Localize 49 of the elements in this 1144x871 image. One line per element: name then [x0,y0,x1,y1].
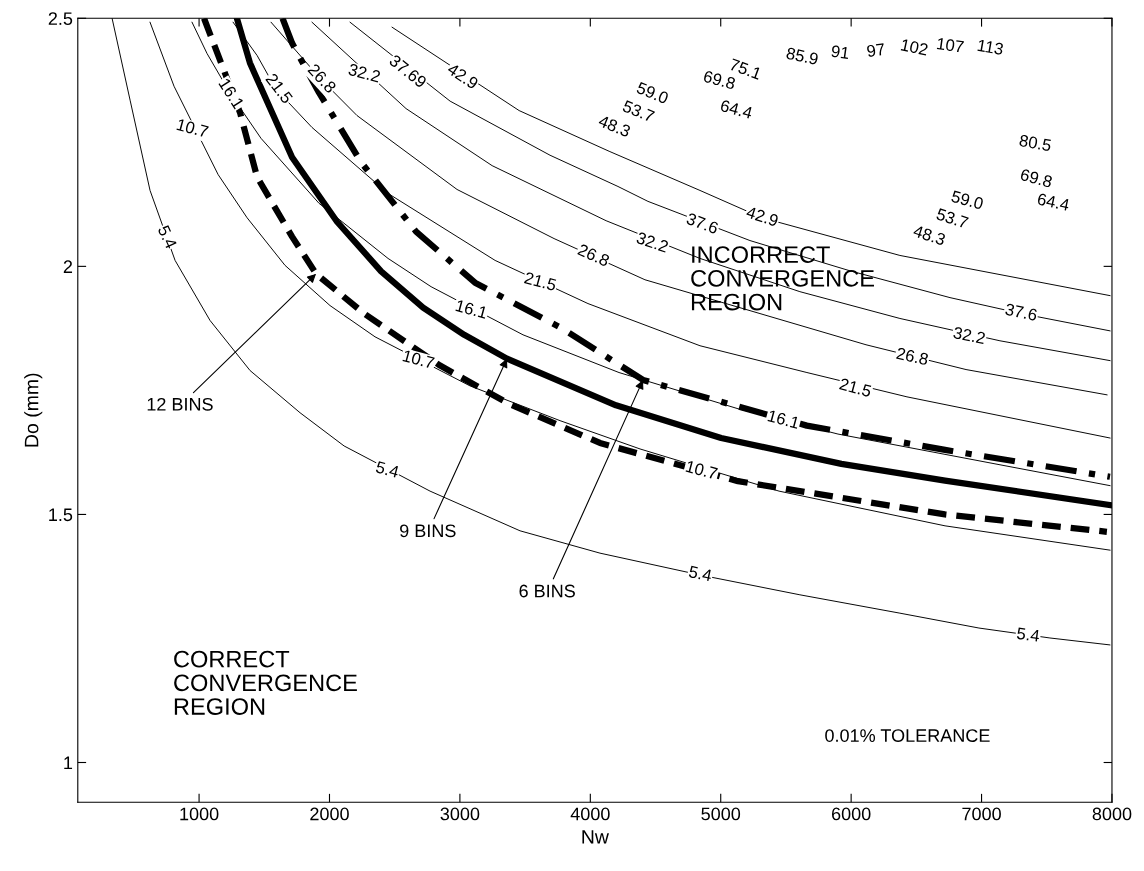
annotation: 26.8 [577,243,611,267]
y-tick-label: 2.5 [48,12,73,26]
annotation: 5.4 [157,224,178,250]
annotation: 32.2 [347,63,381,83]
x-tick-label: 7000 [962,807,1001,821]
text: 12 BINS [147,397,213,411]
annotation: 91 [831,45,850,60]
y-axis-title: Do (mm) [24,373,43,447]
annotation: 26.8 [896,347,929,366]
annotation: 42.9 [745,205,779,227]
x-tick-label: 5000 [701,807,741,821]
annotation: 21.5 [839,377,872,398]
annotation: CORRECT CONVERGENCE REGION [174,650,357,715]
x-tick-label: 4000 [570,807,610,821]
x-axis-title: Nw [582,830,609,844]
annotation: 5.4 [1016,627,1040,642]
annotation: 10.7 [685,460,718,480]
annotation: 10.7 [176,118,209,138]
x-tick-label: 8000 [1092,807,1132,821]
annotation: 42.9 [446,62,480,90]
y-tick-label: 2 [63,260,73,273]
annotation: 64.4 [1037,192,1070,211]
annotation: 32.2 [635,231,669,253]
annotation: 21.5 [523,271,557,292]
annotation: 80.5 [1018,134,1052,152]
annotation: 107 [936,37,964,53]
x-tick-label: 6000 [831,807,871,821]
x-tick-label: 1000 [180,807,219,821]
annotation: 113 [977,39,1004,56]
text: 6 BINS [519,584,575,598]
annotation: 102 [900,38,929,56]
annotation: 16.1 [455,299,488,319]
annotation: 37.6 [685,212,720,235]
annotation: 16.1 [767,409,800,429]
text: 9 BINS [400,524,456,538]
annotation: 97 [866,43,886,58]
annotation: 32.2 [952,326,986,345]
annotation: 85.9 [785,47,819,66]
x-tick-label: 2000 [310,807,349,821]
annotation: 0.01% TOLERANCE [825,729,990,742]
y-tick-label: 1.5 [49,508,73,522]
annotation: 59.0 [950,190,984,210]
annotation: 10.7 [402,349,435,369]
annotation: 69.8 [1019,168,1053,188]
annotation: 5.4 [688,565,713,582]
annotation: 5.4 [375,461,400,478]
annotation: 64.4 [719,99,754,119]
x-tick-label: 3000 [440,807,480,821]
y-tick-label: 1 [64,756,73,770]
